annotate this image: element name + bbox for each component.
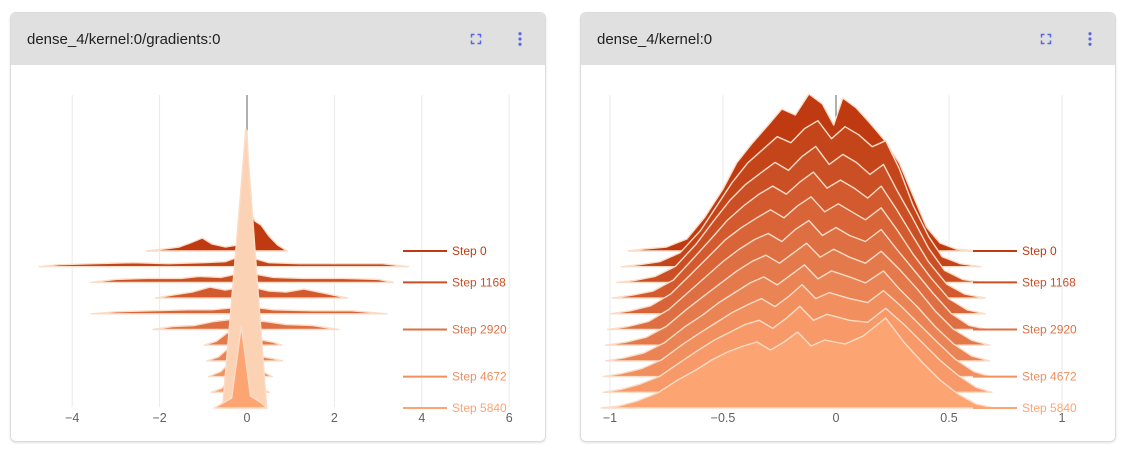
legend-label: Step 1168: [1022, 275, 1076, 289]
ridge-step-5840: [600, 317, 995, 409]
overflow-menu-button[interactable]: [509, 28, 531, 50]
histogram-chart-gradients[interactable]: −4 −2 0 2 4 6 Step 0 Step 1168 Step 2920 Step 467…: [11, 65, 546, 441]
fullscreen-icon: [1040, 33, 1052, 45]
ridge-series: [38, 128, 410, 409]
legend-item: Step 1168: [973, 275, 1076, 289]
ridge-step-5840: [213, 325, 268, 409]
ridge-step-0: [145, 130, 288, 252]
x-axis-label: −1: [603, 411, 617, 425]
legend: Step 0 Step 1168 Step 2920 Step 4672 Step 58…: [403, 244, 507, 415]
x-axis-label: 0.5: [940, 411, 957, 425]
card-actions: [1035, 28, 1101, 50]
legend-item: Step 2920: [403, 323, 507, 337]
x-axis-label: −0.5: [711, 411, 736, 425]
x-axis: −1 −0.5 0 0.5 1: [603, 411, 1066, 425]
fullscreen-button[interactable]: [465, 28, 487, 50]
x-axis-label: 0: [833, 411, 840, 425]
legend-item: Step 0: [403, 244, 487, 258]
ridge-series: [600, 93, 995, 409]
legend-label: Step 5840: [1022, 401, 1077, 415]
card-header: dense_4/kernel:0/gradients:0: [11, 13, 545, 65]
x-axis-label: 1: [1059, 411, 1066, 425]
legend-item: Step 4672: [973, 370, 1077, 384]
x-axis-label: 6: [506, 411, 513, 425]
card-actions: [465, 28, 531, 50]
legend: Step 0 Step 1168 Step 2920 Step 4672 Step 58…: [973, 244, 1077, 415]
card-header: dense_4/kernel:0: [581, 13, 1115, 65]
legend-label: Step 4672: [452, 370, 507, 384]
legend-item: Step 2920: [973, 323, 1077, 337]
legend-label: Step 4672: [1022, 370, 1077, 384]
chart-title: dense_4/kernel:0: [597, 30, 713, 48]
x-axis-label: −2: [152, 411, 166, 425]
legend-item: Step 1168: [403, 275, 506, 289]
legend-item: Step 5840: [973, 401, 1077, 415]
legend-item: Step 5840: [403, 401, 507, 415]
chart-title: dense_4/kernel:0/gradients:0: [27, 30, 221, 48]
legend-label: Step 5840: [452, 401, 507, 415]
x-axis-label: 0: [244, 411, 251, 425]
legend-label: Step 0: [452, 244, 487, 258]
overflow-menu-button[interactable]: [1079, 28, 1101, 50]
fullscreen-button[interactable]: [1035, 28, 1057, 50]
histogram-card-kernel: dense_4/kernel:0 −1 −0.5 0 0.5 1 Step 0 Step 1…: [580, 12, 1116, 442]
fullscreen-icon: [470, 33, 482, 45]
legend-label: Step 1168: [452, 275, 506, 289]
kebab-menu-icon: [1088, 32, 1092, 46]
legend-label: Step 2920: [452, 323, 507, 337]
legend-item: Step 4672: [403, 370, 507, 384]
x-axis-label: 4: [418, 411, 425, 425]
legend-label: Step 0: [1022, 244, 1057, 258]
x-axis-label: −4: [65, 411, 79, 425]
legend-label: Step 2920: [1022, 323, 1077, 337]
x-axis: −4 −2 0 2 4 6: [65, 411, 513, 425]
histogram-card-gradients: dense_4/kernel:0/gradients:0 −4 −2 0 2 4 6 Ste…: [10, 12, 546, 442]
legend-item: Step 0: [973, 244, 1057, 258]
x-axis-label: 2: [331, 411, 338, 425]
kebab-menu-icon: [518, 32, 522, 46]
